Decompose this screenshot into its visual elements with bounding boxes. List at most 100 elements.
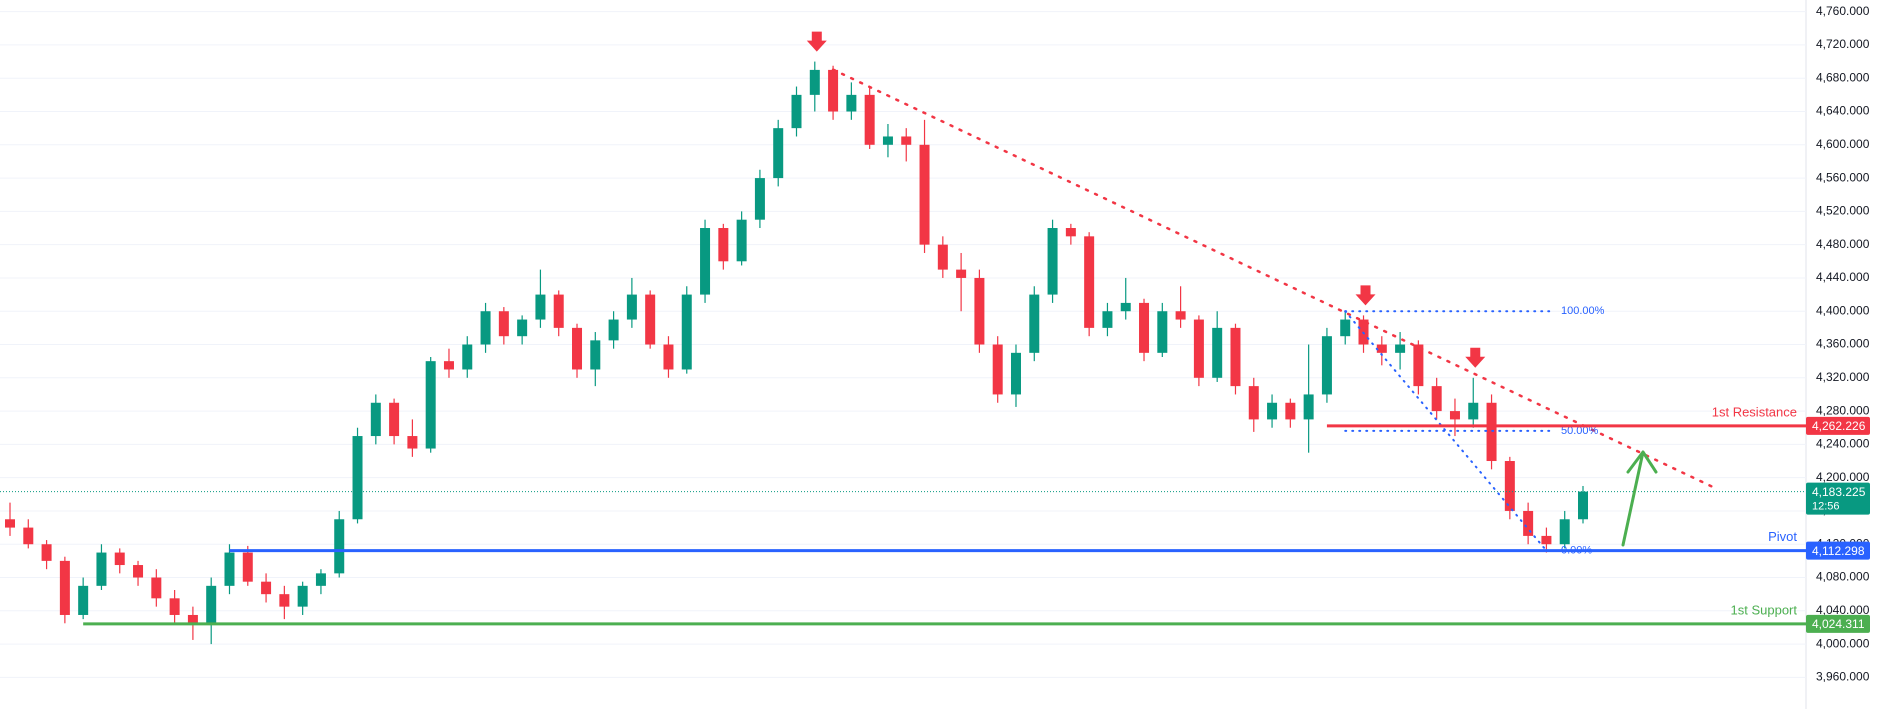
candle-body <box>773 128 784 179</box>
candle-body <box>1541 535 1552 545</box>
candle-body <box>828 69 839 112</box>
candle-body <box>846 94 857 112</box>
candle-body <box>78 585 89 615</box>
candle-body <box>736 219 747 262</box>
candle-body <box>23 527 34 545</box>
candle-body <box>389 402 400 437</box>
y-tick-label: 3,960.000 <box>1816 670 1870 684</box>
fib-label: 50.00% <box>1561 425 1599 437</box>
candle-body <box>425 361 436 449</box>
y-tick-label: 4,760.000 <box>1816 4 1870 18</box>
candle-body <box>206 585 217 624</box>
y-tick-label: 4,040.000 <box>1816 603 1870 617</box>
candle-body <box>517 319 528 337</box>
price-tag-label: 4,112.298 <box>1812 544 1865 558</box>
candle-body <box>59 560 70 615</box>
candle-body <box>882 136 893 145</box>
candle-body <box>462 344 473 370</box>
y-tick-label: 4,440.000 <box>1816 270 1870 284</box>
peak-arrow <box>1465 347 1486 368</box>
price-tag <box>1806 482 1870 515</box>
candle-body <box>700 228 711 295</box>
candle-body <box>133 565 144 578</box>
countdown: 12:56 <box>1812 501 1840 513</box>
candle-body <box>681 294 692 370</box>
candle-body <box>626 294 637 320</box>
price-tag <box>1806 541 1870 560</box>
y-tick-label: 4,680.000 <box>1816 70 1870 84</box>
candle-body <box>608 319 619 341</box>
y-tick-label: 4,360.000 <box>1816 337 1870 351</box>
peak-arrow <box>806 31 827 52</box>
price-tag <box>1806 614 1870 633</box>
candle-body <box>279 594 290 607</box>
candle-body <box>956 269 967 278</box>
y-tick-label: 4,520.000 <box>1816 204 1870 218</box>
peak-arrow <box>1355 285 1376 306</box>
candle-body <box>370 402 381 437</box>
candle-body <box>41 544 52 561</box>
candle-body <box>297 585 308 607</box>
candle-body <box>1578 491 1588 520</box>
candle-body <box>1303 394 1314 420</box>
candle-body <box>407 436 418 449</box>
y-tick-label: 4,400.000 <box>1816 303 1870 317</box>
level-name: 1st Resistance <box>1712 404 1797 419</box>
y-tick-label: 4,480.000 <box>1816 237 1870 251</box>
candle-body <box>919 144 930 245</box>
candle-body <box>96 552 107 586</box>
trendline <box>831 68 1714 488</box>
candle-body <box>1395 344 1406 353</box>
candle-body <box>315 573 326 586</box>
candle-body <box>1212 327 1223 378</box>
candle-body <box>261 581 272 595</box>
y-tick-label: 4,560.000 <box>1816 170 1870 184</box>
candle-body <box>1029 294 1040 353</box>
price-tag <box>1806 416 1870 435</box>
candle-body <box>1486 402 1497 462</box>
candle-body <box>187 614 198 624</box>
candle-body <box>1193 319 1204 378</box>
candle-body <box>498 311 509 337</box>
candle-body <box>901 136 912 145</box>
candle-body <box>535 294 546 320</box>
candle-body <box>1431 386 1442 412</box>
candle-body <box>974 277 985 345</box>
y-tick-label: 4,240.000 <box>1816 437 1870 451</box>
candle-body <box>1102 311 1113 328</box>
candle-body <box>1175 311 1186 320</box>
y-tick-label: 4,200.000 <box>1816 470 1870 484</box>
candle-body <box>1559 519 1570 545</box>
candle-body <box>1376 344 1387 353</box>
candle-body <box>1047 228 1058 295</box>
y-tick-label: 4,320.000 <box>1816 370 1870 384</box>
candle-body <box>1120 302 1131 312</box>
y-tick-label: 4,080.000 <box>1816 570 1870 584</box>
level-name: Pivot <box>1768 529 1797 544</box>
y-tick-label: 4,280.000 <box>1816 403 1870 417</box>
candle-body <box>5 519 15 528</box>
fib-label: 100.00% <box>1561 305 1605 317</box>
fib-diagonal <box>1344 310 1548 552</box>
candle-body <box>1267 402 1278 420</box>
price-tag-label: 4,262.226 <box>1812 419 1866 433</box>
grid <box>0 11 1806 678</box>
candle-body <box>864 94 875 145</box>
candle-body <box>1504 461 1515 511</box>
y-tick-label: 4,720.000 <box>1816 37 1870 51</box>
candle-body <box>114 552 125 566</box>
candle-body <box>1449 411 1460 420</box>
candle-body <box>663 344 674 370</box>
candle-body <box>352 436 363 520</box>
candle-body <box>1321 336 1332 395</box>
candle-body <box>224 552 235 586</box>
candle-body <box>151 577 162 599</box>
candle-body <box>443 361 454 370</box>
last-price-label: 4,183.225 <box>1812 485 1866 499</box>
candle-body <box>937 244 948 270</box>
candle-body <box>1157 311 1168 353</box>
candle-body <box>718 228 729 262</box>
y-tick-label: 4,640.000 <box>1816 104 1870 118</box>
price-tag-label: 4,024.311 <box>1812 617 1865 631</box>
